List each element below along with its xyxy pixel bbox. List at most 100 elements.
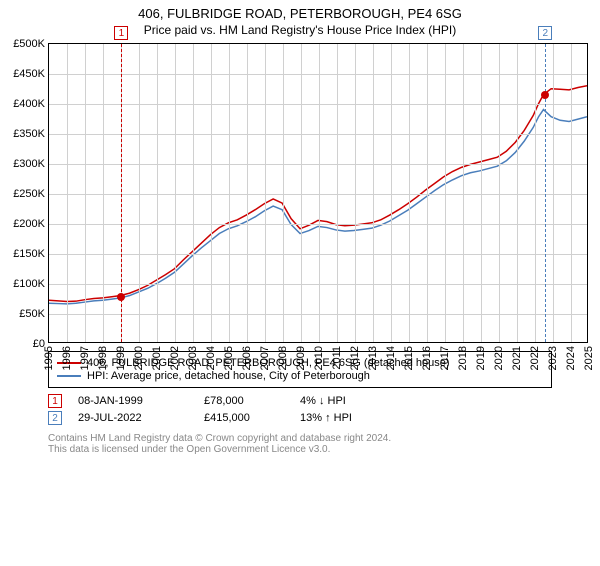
grid-line-h <box>49 284 587 285</box>
transaction-row: 2 29-JUL-2022 £415,000 13% ↑ HPI <box>48 411 552 425</box>
grid-line-v <box>337 44 338 342</box>
x-axis-label: 2011 <box>331 346 343 370</box>
grid-line-v <box>517 44 518 342</box>
chart-subtitle: Price paid vs. HM Land Registry's House … <box>0 23 600 37</box>
grid-line-v <box>463 44 464 342</box>
grid-line-v <box>103 44 104 342</box>
marker-badge: 1 <box>114 26 128 40</box>
transaction-price: £78,000 <box>204 395 284 407</box>
transaction-delta: 4% ↓ HPI <box>300 395 390 407</box>
x-axis-label: 2006 <box>241 346 253 370</box>
grid-line-v <box>211 44 212 342</box>
x-axis-label: 2020 <box>493 346 505 370</box>
transaction-delta: 13% ↑ HPI <box>300 412 390 424</box>
grid-line-h <box>49 314 587 315</box>
x-axis-label: 2021 <box>511 346 523 370</box>
grid-line-h <box>49 104 587 105</box>
x-axis-label: 1998 <box>97 346 109 370</box>
chart-title: 406, FULBRIDGE ROAD, PETERBOROUGH, PE4 6… <box>0 6 600 21</box>
x-axis-label: 2004 <box>205 346 217 370</box>
marker-dot <box>541 91 549 99</box>
x-axis-label: 2024 <box>565 346 577 370</box>
transaction-row: 1 08-JAN-1999 £78,000 4% ↓ HPI <box>48 394 552 408</box>
grid-line-h <box>49 254 587 255</box>
legend-label: HPI: Average price, detached house, City… <box>87 370 370 382</box>
chart-lines <box>49 44 587 342</box>
transaction-date: 08-JAN-1999 <box>78 395 188 407</box>
marker-badge: 2 <box>538 26 552 40</box>
x-axis-label: 2019 <box>475 346 487 370</box>
x-axis-label: 2025 <box>583 346 595 370</box>
y-axis-label: £450K <box>13 68 45 80</box>
footnote-line: Contains HM Land Registry data © Crown c… <box>48 433 552 444</box>
x-axis-label: 2014 <box>385 346 397 370</box>
x-axis-label: 2013 <box>367 346 379 370</box>
x-axis-label: 2023 <box>547 346 559 370</box>
x-axis-label: 2010 <box>313 346 325 370</box>
grid-line-h <box>49 74 587 75</box>
transaction-date: 29-JUL-2022 <box>78 412 188 424</box>
x-axis-label: 2001 <box>151 346 163 370</box>
grid-line-v <box>445 44 446 342</box>
x-axis-label: 1996 <box>61 346 73 370</box>
x-axis-label: 2002 <box>169 346 181 370</box>
grid-line-v <box>535 44 536 342</box>
x-axis-label: 2012 <box>349 346 361 370</box>
x-axis-label: 2015 <box>403 346 415 370</box>
grid-line-v <box>85 44 86 342</box>
x-axis-label: 2009 <box>295 346 307 370</box>
y-axis-label: £500K <box>13 38 45 50</box>
x-axis-label: 2018 <box>457 346 469 370</box>
x-axis-label: 2005 <box>223 346 235 370</box>
grid-line-v <box>481 44 482 342</box>
transaction-badge: 2 <box>48 411 62 425</box>
grid-line-v <box>373 44 374 342</box>
grid-line-v <box>283 44 284 342</box>
x-axis-label: 1997 <box>79 346 91 370</box>
x-axis-label: 2000 <box>133 346 145 370</box>
y-axis-label: £50K <box>19 308 45 320</box>
x-axis-label: 2007 <box>259 346 271 370</box>
grid-line-v <box>571 44 572 342</box>
grid-line-h <box>49 194 587 195</box>
footnote: Contains HM Land Registry data © Crown c… <box>48 433 552 455</box>
x-axis-label: 2022 <box>529 346 541 370</box>
grid-line-v <box>319 44 320 342</box>
y-axis-label: £150K <box>13 248 45 260</box>
series-line-hpi <box>49 110 587 304</box>
grid-line-v <box>355 44 356 342</box>
legend-swatch <box>57 375 81 377</box>
grid-line-v <box>139 44 140 342</box>
grid-line-h <box>49 134 587 135</box>
grid-line-v <box>67 44 68 342</box>
grid-line-v <box>427 44 428 342</box>
transaction-badge: 1 <box>48 394 62 408</box>
y-axis-label: £200K <box>13 218 45 230</box>
x-axis-label: 2017 <box>439 346 451 370</box>
y-axis-label: £300K <box>13 158 45 170</box>
grid-line-v <box>229 44 230 342</box>
grid-line-v <box>175 44 176 342</box>
x-axis-label: 2003 <box>187 346 199 370</box>
grid-line-v <box>553 44 554 342</box>
y-axis-label: £400K <box>13 98 45 110</box>
marker-dot <box>117 293 125 301</box>
y-axis-label: £250K <box>13 188 45 200</box>
y-axis-label: £100K <box>13 278 45 290</box>
grid-line-v <box>247 44 248 342</box>
grid-line-v <box>499 44 500 342</box>
transaction-price: £415,000 <box>204 412 284 424</box>
marker-line <box>545 44 546 342</box>
legend-row: HPI: Average price, detached house, City… <box>57 370 543 382</box>
grid-line-v <box>193 44 194 342</box>
transaction-table: 1 08-JAN-1999 £78,000 4% ↓ HPI 2 29-JUL-2022 £… <box>48 394 552 425</box>
grid-line-v <box>301 44 302 342</box>
x-axis-label: 2016 <box>421 346 433 370</box>
grid-line-v <box>157 44 158 342</box>
x-axis-label: 2008 <box>277 346 289 370</box>
chart-plot-area: £0£50K£100K£150K£200K£250K£300K£350K£400… <box>48 43 588 343</box>
grid-line-v <box>265 44 266 342</box>
grid-line-v <box>391 44 392 342</box>
grid-line-h <box>49 224 587 225</box>
x-axis-label: 1995 <box>43 346 55 370</box>
